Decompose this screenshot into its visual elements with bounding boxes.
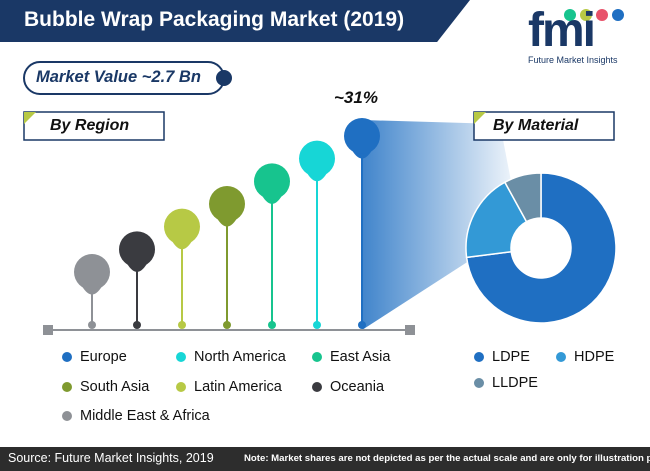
lollipop-base-dot xyxy=(223,321,231,329)
legend-item-latin-america: Latin America xyxy=(176,379,282,395)
legend-label: Oceania xyxy=(330,379,385,395)
donut-slice-ldpe xyxy=(465,172,617,324)
legend-swatch xyxy=(62,382,72,392)
baseline-end-left xyxy=(43,325,53,335)
lollipop-bubble-east-asia xyxy=(254,163,290,200)
lollipop-base-dot xyxy=(358,321,366,329)
legend-swatch xyxy=(62,411,72,421)
material-donut xyxy=(465,172,617,324)
lollipop-base-dot xyxy=(88,321,96,329)
logo-dot-1 xyxy=(564,9,576,21)
chart-title: Bubble Wrap Packaging Market (2019) xyxy=(24,8,405,31)
title-banner: Bubble Wrap Packaging Market (2019) xyxy=(0,0,470,42)
market-value-label: Market Value ~2.7 Bn xyxy=(36,68,201,86)
legend-item-europe: Europe xyxy=(62,349,127,365)
logo-dot-3 xyxy=(596,9,608,21)
baseline-end-right xyxy=(405,325,415,335)
legend-label: North America xyxy=(194,349,286,365)
top-annotation: ~31% xyxy=(334,88,378,107)
legend-item-middle-east-africa: Middle East & Africa xyxy=(62,408,210,424)
legend-swatch xyxy=(474,378,484,388)
region-label-box xyxy=(23,111,165,141)
beam-highlight xyxy=(362,120,520,330)
legend-swatch xyxy=(474,352,484,362)
legend-item-south-asia: South Asia xyxy=(62,379,149,395)
legend-item-oceania: Oceania xyxy=(312,379,384,395)
legend-swatch xyxy=(312,382,322,392)
lollipop-base-dot xyxy=(313,321,321,329)
lollipop-bubble-south-asia xyxy=(209,186,245,222)
lollipop-base-dot xyxy=(133,321,141,329)
lollipop-bubble-north-america xyxy=(299,140,335,177)
region-lollipops xyxy=(74,118,380,329)
footer-note: Note: Market shares are not depicted as … xyxy=(244,453,650,464)
legend-item-lldpe: LLDPE xyxy=(474,375,538,391)
logo-dot-2 xyxy=(580,9,592,21)
logo-text: fmi xyxy=(528,4,596,57)
market-value-dot xyxy=(216,70,232,86)
legend-label: Middle East & Africa xyxy=(80,408,210,424)
legend-label: Europe xyxy=(80,349,127,365)
legend-label: East Asia xyxy=(330,349,391,365)
logo-dot-4 xyxy=(612,9,624,21)
legend-swatch xyxy=(312,352,322,362)
lollipop-base-dot xyxy=(268,321,276,329)
lollipop-base-dot xyxy=(178,321,186,329)
legend-label: Latin America xyxy=(194,379,282,395)
footer-bar: Source: Future Market Insights, 2019 Not… xyxy=(0,447,650,471)
legend-label: LLDPE xyxy=(492,375,538,391)
lollipop-bubble-middle-east-africa xyxy=(74,254,110,290)
legend-label: LDPE xyxy=(492,349,530,365)
legend-swatch xyxy=(176,382,186,392)
region-label-accent xyxy=(24,112,36,124)
legend-item-ldpe: LDPE xyxy=(474,349,530,365)
legend-label: HDPE xyxy=(574,349,615,365)
legend-swatch xyxy=(62,352,72,362)
legend-item-hdpe: HDPE xyxy=(556,349,614,365)
legend-item-east-asia: East Asia xyxy=(312,349,390,365)
material-label-box xyxy=(473,111,615,141)
material-heading: By Material xyxy=(493,117,579,134)
footer-source: Source: Future Market Insights, 2019 xyxy=(8,451,214,465)
legend-swatch xyxy=(176,352,186,362)
donut-slice-hdpe xyxy=(465,181,528,259)
lollipop-bubble-latin-america xyxy=(164,208,200,245)
lollipop-bubble-europe xyxy=(344,118,380,154)
lollipop-bubble-oceania xyxy=(119,231,155,268)
logo-subtitle: Future Market Insights xyxy=(528,55,618,65)
region-heading: By Region xyxy=(50,117,130,134)
donut-slice-lldpe xyxy=(503,172,542,223)
material-label-accent xyxy=(474,112,486,124)
legend-label: South Asia xyxy=(80,379,150,395)
legend-item-north-america: North America xyxy=(176,349,286,365)
fmi-logo xyxy=(564,9,624,21)
legend-swatch xyxy=(556,352,566,362)
